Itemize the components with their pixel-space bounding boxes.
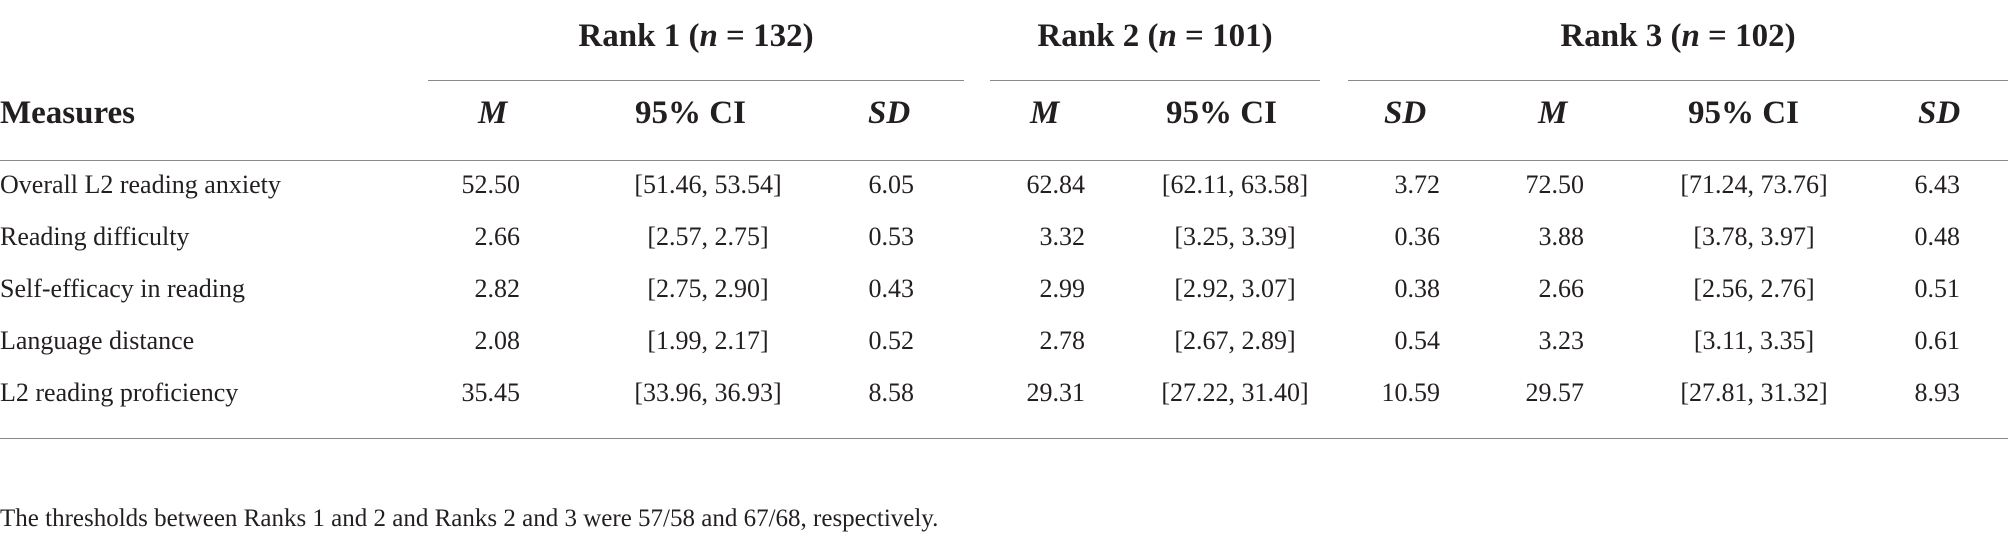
column-header-r3-m: M (1538, 95, 1568, 131)
value-cell: 6.05 (868, 170, 915, 199)
ci-cell: [3.25, 3.39] (1174, 222, 1296, 251)
value-cell: 72.50 (1525, 170, 1585, 199)
column-header-r3-ci: 95% CI (1688, 95, 1799, 131)
ci-cell: [2.75, 2.90] (647, 274, 769, 303)
value-cell: 6.43 (1914, 170, 1961, 199)
value-cell: 10.59 (1381, 378, 1441, 407)
group-n: n (699, 18, 718, 54)
value-cell: 3.32 (1039, 222, 1086, 251)
group-rule-rank-1 (428, 80, 964, 81)
ci-cell: [27.22, 31.40] (1161, 378, 1309, 407)
value-cell: 3.23 (1538, 326, 1585, 355)
value-cell: 2.82 (474, 274, 521, 303)
value-cell: 0.36 (1394, 222, 1441, 251)
ci-cell: [2.67, 2.89] (1174, 326, 1296, 355)
column-header-r1-sd: SD (868, 95, 911, 131)
value-cell: 2.99 (1039, 274, 1086, 303)
group-eq: = 102) (1699, 18, 1796, 54)
value-cell: 2.78 (1039, 326, 1086, 355)
measure-label: Overall L2 reading anxiety (0, 170, 281, 199)
group-eq: = 132) (717, 18, 814, 54)
value-cell: 35.45 (461, 378, 521, 407)
column-header-r2-sd: SD (1384, 95, 1427, 131)
group-rule-rank-3 (1348, 80, 2008, 81)
value-cell: 0.53 (868, 222, 915, 251)
ci-cell: [3.11, 3.35] (1693, 326, 1815, 355)
value-cell: 0.52 (868, 326, 915, 355)
value-cell: 0.61 (1914, 326, 1961, 355)
ci-cell: [27.81, 31.32] (1680, 378, 1828, 407)
ci-cell: [71.24, 73.76] (1680, 170, 1828, 199)
column-header-r2-ci: 95% CI (1166, 95, 1277, 131)
ci-cell: [62.11, 63.58] (1161, 170, 1309, 199)
ci-cell: [2.92, 3.07] (1174, 274, 1296, 303)
column-header-measures: Measures (0, 95, 136, 131)
group-rule-rank-2 (990, 80, 1320, 81)
bottom-rule (0, 438, 2008, 439)
value-cell: 2.08 (474, 326, 521, 355)
value-cell: 52.50 (461, 170, 521, 199)
measure-label: L2 reading proficiency (0, 378, 239, 407)
value-cell: 0.54 (1394, 326, 1441, 355)
group-n: n (1681, 18, 1700, 54)
group-label: Rank 1 ( (578, 18, 700, 54)
value-cell: 0.48 (1914, 222, 1961, 251)
column-header-r1-m: M (478, 95, 508, 131)
table-footnote: The thresholds between Ranks 1 and 2 and… (0, 505, 939, 532)
value-cell: 62.84 (1026, 170, 1086, 199)
value-cell: 3.88 (1538, 222, 1585, 251)
measure-label: Language distance (0, 326, 195, 355)
group-title-rank-2: Rank 2 (n = 101) (990, 18, 1320, 55)
measure-label: Reading difficulty (0, 222, 190, 251)
column-header-r1-ci: 95% CI (635, 95, 746, 131)
ci-cell: [2.57, 2.75] (647, 222, 769, 251)
measure-label: Self-efficacy in reading (0, 274, 245, 303)
group-eq: = 101) (1176, 18, 1273, 54)
value-cell: 8.93 (1914, 378, 1961, 407)
ci-cell: [3.78, 3.97] (1693, 222, 1815, 251)
value-cell: 2.66 (474, 222, 521, 251)
column-header-r3-sd: SD (1918, 95, 1961, 131)
group-title-rank-3: Rank 3 (n = 102) (1348, 18, 2008, 55)
value-cell: 0.38 (1394, 274, 1441, 303)
ci-cell: [33.96, 36.93] (634, 378, 782, 407)
value-cell: 2.66 (1538, 274, 1585, 303)
group-label: Rank 2 ( (1037, 18, 1159, 54)
value-cell: 29.31 (1026, 378, 1086, 407)
group-n: n (1158, 18, 1177, 54)
value-cell: 29.57 (1525, 378, 1585, 407)
group-label: Rank 3 ( (1560, 18, 1682, 54)
value-cell: 0.51 (1914, 274, 1961, 303)
value-cell: 0.43 (868, 274, 915, 303)
value-cell: 8.58 (868, 378, 915, 407)
header-rule (0, 160, 2008, 161)
ci-cell: [51.46, 53.54] (634, 170, 782, 199)
column-header-r2-m: M (1030, 95, 1060, 131)
group-title-rank-1: Rank 1 (n = 132) (428, 18, 964, 55)
ci-cell: [1.99, 2.17] (647, 326, 769, 355)
ci-cell: [2.56, 2.76] (1693, 274, 1815, 303)
value-cell: 3.72 (1394, 170, 1441, 199)
